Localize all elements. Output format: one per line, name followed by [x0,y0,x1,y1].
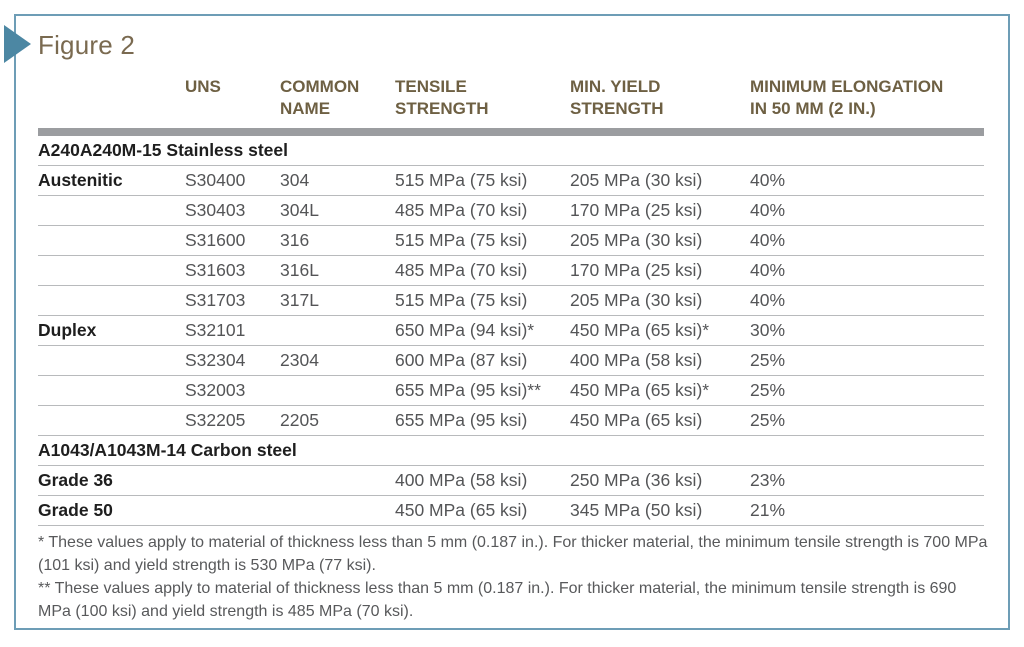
cell-min-yield-strength: 205 MPa (30 ksi) [570,230,703,250]
cell-tensile-strength: 485 MPa (70 ksi) [395,260,528,280]
cell-min-yield-strength: 345 MPa (50 ksi) [570,500,703,520]
col-header-category [38,76,185,84]
cell-tensile-strength: 655 MPa (95 ksi) [395,410,528,430]
section-header-stainless-steel: A240A240M-15 Stainless steel [38,140,288,160]
table-row: Grade 36 400 MPa (58 ksi) 250 MPa (36 ks… [38,465,984,495]
cell-min-yield-strength: 450 MPa (65 ksi)* [570,380,710,400]
table-bottom-divider [38,525,984,526]
section-header-carbon-steel: A1043/A1043M-14 Carbon steel [38,435,984,465]
table-row: S31603 316L 485 MPa (70 ksi) 170 MPa (25… [38,255,984,285]
cell-tensile-strength: 400 MPa (58 ksi) [395,470,528,490]
cell-tensile-strength: 450 MPa (65 ksi) [395,500,528,520]
cell-tensile-strength: 655 MPa (95 ksi)** [395,380,541,400]
materials-table: UNS COMMON NAME TENSILE STRENGTH MIN. YI… [38,76,984,526]
cell-tensile-strength: 485 MPa (70 ksi) [395,200,528,220]
cell-common-name: 317L [280,290,319,310]
cell-elongation: 21% [750,500,786,520]
cell-uns: S30403 [185,200,246,220]
col-header-minimum-elongation: MINIMUM ELONGATION IN 50 MM (2 IN.) [750,77,944,118]
table-row: S32304 2304 600 MPa (87 ksi) 400 MPa (58… [38,345,984,375]
cell-elongation: 40% [750,200,786,220]
cell-uns: S32101 [185,320,246,340]
table-row: S32003 655 MPa (95 ksi)** 450 MPa (65 ks… [38,375,984,405]
cell-uns: S31600 [185,230,246,250]
cell-common-name: 2304 [280,350,319,370]
cell-uns: S31603 [185,260,246,280]
cell-elongation: 25% [750,350,786,370]
cell-common-name: 2205 [280,410,319,430]
cell-tensile-strength: 515 MPa (75 ksi) [395,230,528,250]
cell-min-yield-strength: 450 MPa (65 ksi) [570,410,703,430]
cell-elongation: 30% [750,320,786,340]
header-divider-bar [38,128,984,136]
cell-category: Austenitic [38,170,123,190]
table-row: S32205 2205 655 MPa (95 ksi) 450 MPa (65… [38,405,984,435]
cell-category: Duplex [38,320,97,340]
footnotes: * These values apply to material of thic… [38,531,988,623]
table-row: Grade 50 450 MPa (65 ksi) 345 MPa (50 ks… [38,495,984,525]
cell-category: Grade 50 [38,500,113,520]
table-row: S31600 316 515 MPa (75 ksi) 205 MPa (30 … [38,225,984,255]
cell-elongation: 40% [750,260,786,280]
figure-panel [14,14,1010,630]
footnote-single-asterisk: * These values apply to material of thic… [38,534,988,574]
cell-elongation: 25% [750,380,786,400]
cell-tensile-strength: 515 MPa (75 ksi) [395,290,528,310]
cell-min-yield-strength: 170 MPa (25 ksi) [570,260,703,280]
cell-min-yield-strength: 170 MPa (25 ksi) [570,200,703,220]
table-row: S30403 304L 485 MPa (70 ksi) 170 MPa (25… [38,195,984,225]
cell-common-name: 316 [280,230,310,250]
cell-elongation: 40% [750,290,786,310]
cell-elongation: 25% [750,410,786,430]
table-header-row: UNS COMMON NAME TENSILE STRENGTH MIN. YI… [38,76,984,128]
cell-uns: S31703 [185,290,246,310]
cell-elongation: 23% [750,470,786,490]
table-row: Austenitic S30400 304 515 MPa (75 ksi) 2… [38,165,984,195]
figure-marker-arrow-icon [4,25,31,63]
table-row: Duplex S32101 650 MPa (94 ksi)* 450 MPa … [38,315,984,345]
cell-tensile-strength: 600 MPa (87 ksi) [395,350,528,370]
cell-uns: S30400 [185,170,246,190]
cell-common-name: 304 [280,170,310,190]
cell-elongation: 40% [750,230,786,250]
cell-min-yield-strength: 205 MPa (30 ksi) [570,170,703,190]
cell-tensile-strength: 650 MPa (94 ksi)* [395,320,535,340]
cell-elongation: 40% [750,170,786,190]
col-header-uns: UNS [185,77,221,96]
cell-common-name: 304L [280,200,319,220]
cell-uns: S32304 [185,350,246,370]
cell-common-name: 316L [280,260,319,280]
cell-min-yield-strength: 250 MPa (36 ksi) [570,470,703,490]
cell-uns: S32003 [185,380,246,400]
figure-title: Figure 2 [38,30,135,60]
cell-category: Grade 36 [38,470,113,490]
col-header-common-name: COMMON NAME [280,77,360,118]
cell-tensile-strength: 515 MPa (75 ksi) [395,170,528,190]
cell-min-yield-strength: 450 MPa (65 ksi)* [570,320,710,340]
cell-uns: S32205 [185,410,246,430]
cell-min-yield-strength: 400 MPa (58 ksi) [570,350,703,370]
col-header-tensile-strength: TENSILE STRENGTH [395,77,489,118]
table-row: S31703 317L 515 MPa (75 ksi) 205 MPa (30… [38,285,984,315]
col-header-min-yield-strength: MIN. YIELD STRENGTH [570,77,664,118]
footnote-double-asterisk: ** These values apply to material of thi… [38,580,957,620]
cell-min-yield-strength: 205 MPa (30 ksi) [570,290,703,310]
